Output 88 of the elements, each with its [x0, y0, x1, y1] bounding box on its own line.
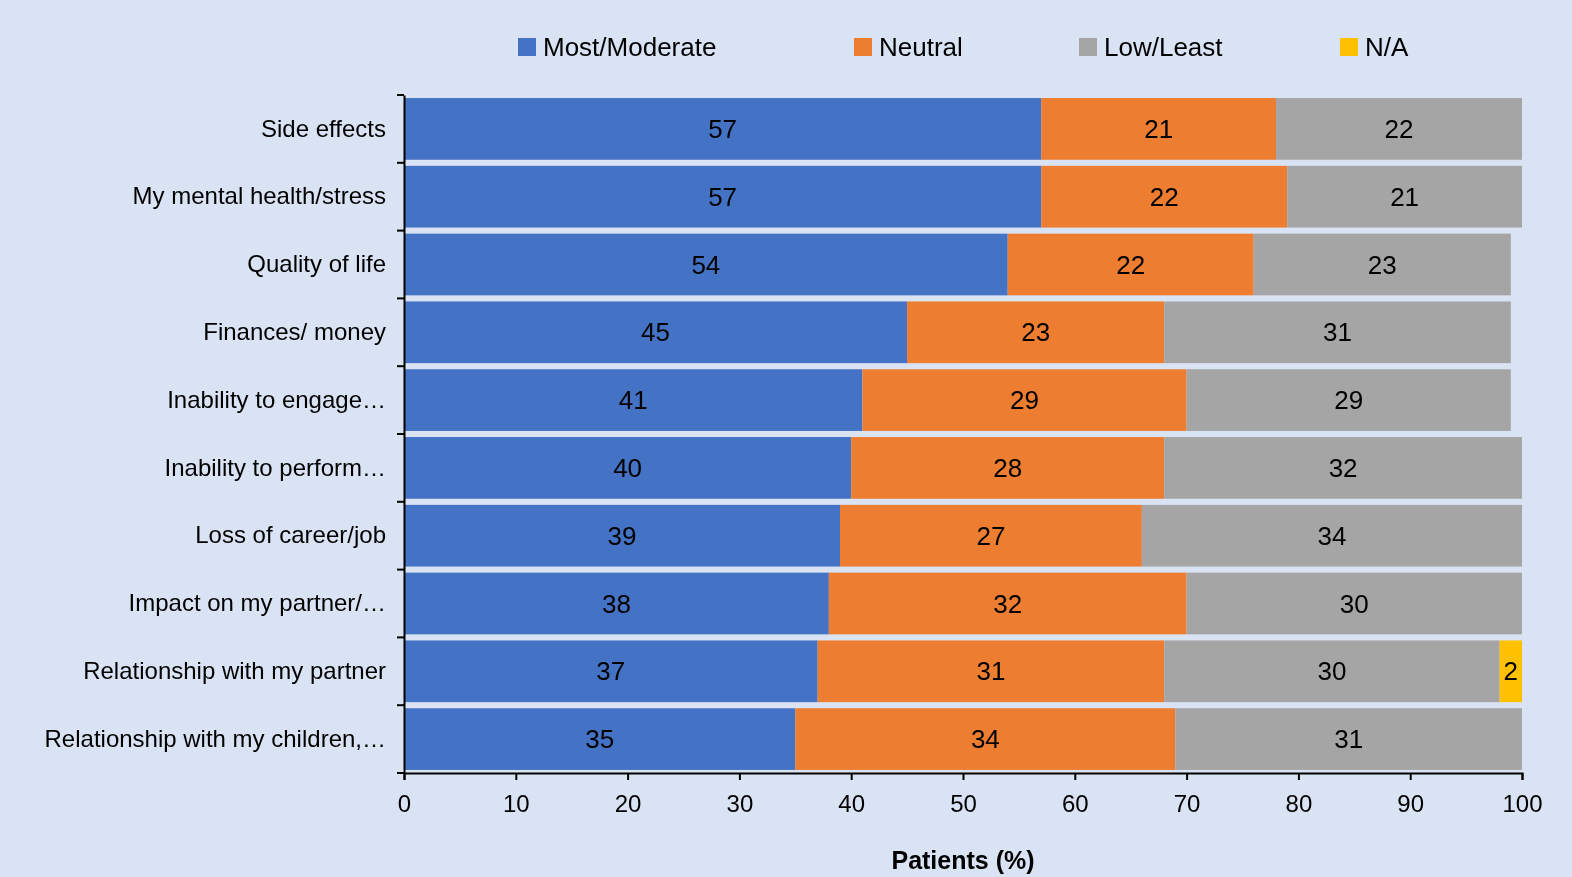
- data-label: 23: [1367, 249, 1397, 280]
- data-label: 32: [993, 588, 1023, 619]
- bar: [1041, 98, 1277, 160]
- bar: [1164, 640, 1500, 703]
- data-label: 57: [708, 113, 738, 144]
- bar: [1164, 437, 1522, 499]
- data-label: 32: [1328, 452, 1358, 483]
- bar: [404, 165, 1042, 228]
- bar: [817, 640, 1165, 703]
- data-label: 31: [1323, 317, 1352, 348]
- x-tick-label: 80: [1285, 789, 1313, 817]
- y-tick-label: Relationship with my children,…: [44, 724, 386, 752]
- x-tick-label: 0: [397, 789, 412, 817]
- x-tick-label: 90: [1397, 789, 1425, 817]
- data-label: 57: [708, 181, 738, 212]
- data-label: 31: [976, 656, 1006, 687]
- data-label: 38: [601, 588, 631, 619]
- data-label: 40: [613, 452, 643, 483]
- data-label: 22: [1384, 113, 1414, 144]
- bar: [404, 640, 818, 703]
- bar: [404, 233, 1008, 296]
- data-label: 37: [596, 656, 626, 687]
- bar: [1253, 233, 1511, 296]
- data-label: 29: [1334, 385, 1364, 416]
- bar: [404, 572, 829, 635]
- bar: [404, 301, 908, 364]
- bar: [1499, 640, 1522, 703]
- x-tick-label: 30: [726, 789, 754, 817]
- y-tick-label: Finances/ money: [203, 317, 386, 345]
- bar: [404, 504, 841, 567]
- x-tick-label: 20: [614, 789, 642, 817]
- bar: [1186, 572, 1522, 635]
- y-tick-label: My mental health/stress: [132, 182, 386, 210]
- y-tick-label: Side effects: [261, 114, 386, 142]
- x-tick-label: 60: [1061, 789, 1089, 817]
- bar: [795, 708, 1176, 770]
- bar: [1041, 165, 1288, 228]
- data-label: 54: [691, 249, 721, 280]
- y-tick-label: Impact on my partner/…: [128, 589, 386, 617]
- x-tick-label: 40: [838, 789, 866, 817]
- bar: [404, 708, 796, 770]
- data-label: 31: [1334, 724, 1364, 755]
- x-tick-label: 10: [502, 789, 530, 817]
- legend-label: N/A: [1365, 32, 1409, 62]
- data-label: 30: [1317, 656, 1347, 687]
- data-label: 27: [976, 520, 1006, 551]
- data-label: 30: [1339, 588, 1369, 619]
- bar: [404, 369, 863, 431]
- bar: [851, 437, 1165, 499]
- x-tick-label: 70: [1173, 789, 1201, 817]
- bar: [907, 301, 1165, 364]
- y-tick-label: Inability to engage…: [167, 385, 386, 413]
- legend-label: Most/Moderate: [543, 32, 717, 62]
- y-tick-label: Quality of life: [247, 250, 386, 278]
- bar: [404, 98, 1042, 160]
- bar: [1164, 301, 1511, 364]
- bar: [1276, 98, 1522, 160]
- data-label: 22: [1149, 181, 1179, 212]
- data-label: 23: [1021, 317, 1051, 348]
- bar: [1007, 233, 1254, 296]
- data-label: 2: [1503, 656, 1519, 687]
- data-label: 28: [993, 452, 1023, 483]
- bar: [840, 504, 1142, 567]
- data-label: 39: [607, 520, 637, 551]
- legend-label: Neutral: [879, 32, 963, 62]
- y-tick-label: Loss of career/job: [195, 521, 386, 549]
- bar: [1186, 369, 1511, 431]
- data-label: 34: [1317, 520, 1347, 551]
- data-label: 45: [641, 317, 671, 348]
- y-tick-label: Inability to perform…: [164, 453, 386, 481]
- bar: [862, 369, 1187, 431]
- legend-label: Low/Least: [1104, 32, 1224, 62]
- bar: [404, 437, 852, 499]
- data-label: 21: [1390, 181, 1420, 212]
- x-tick-label: 50: [950, 789, 977, 817]
- data-label: 35: [585, 724, 615, 755]
- x-tick-label: 100: [1502, 789, 1543, 817]
- data-label: 34: [970, 724, 1000, 755]
- bar: [1141, 504, 1522, 567]
- data-label: 29: [1010, 385, 1039, 416]
- x-axis-title: Patients (%): [891, 846, 1035, 874]
- data-label: 41: [618, 385, 648, 416]
- y-tick-label: Relationship with my partner: [83, 656, 386, 684]
- bar: [828, 572, 1187, 635]
- data-label: 22: [1116, 249, 1146, 280]
- bar: [1287, 165, 1522, 228]
- bar: [1175, 708, 1522, 770]
- data-label: 21: [1144, 113, 1174, 144]
